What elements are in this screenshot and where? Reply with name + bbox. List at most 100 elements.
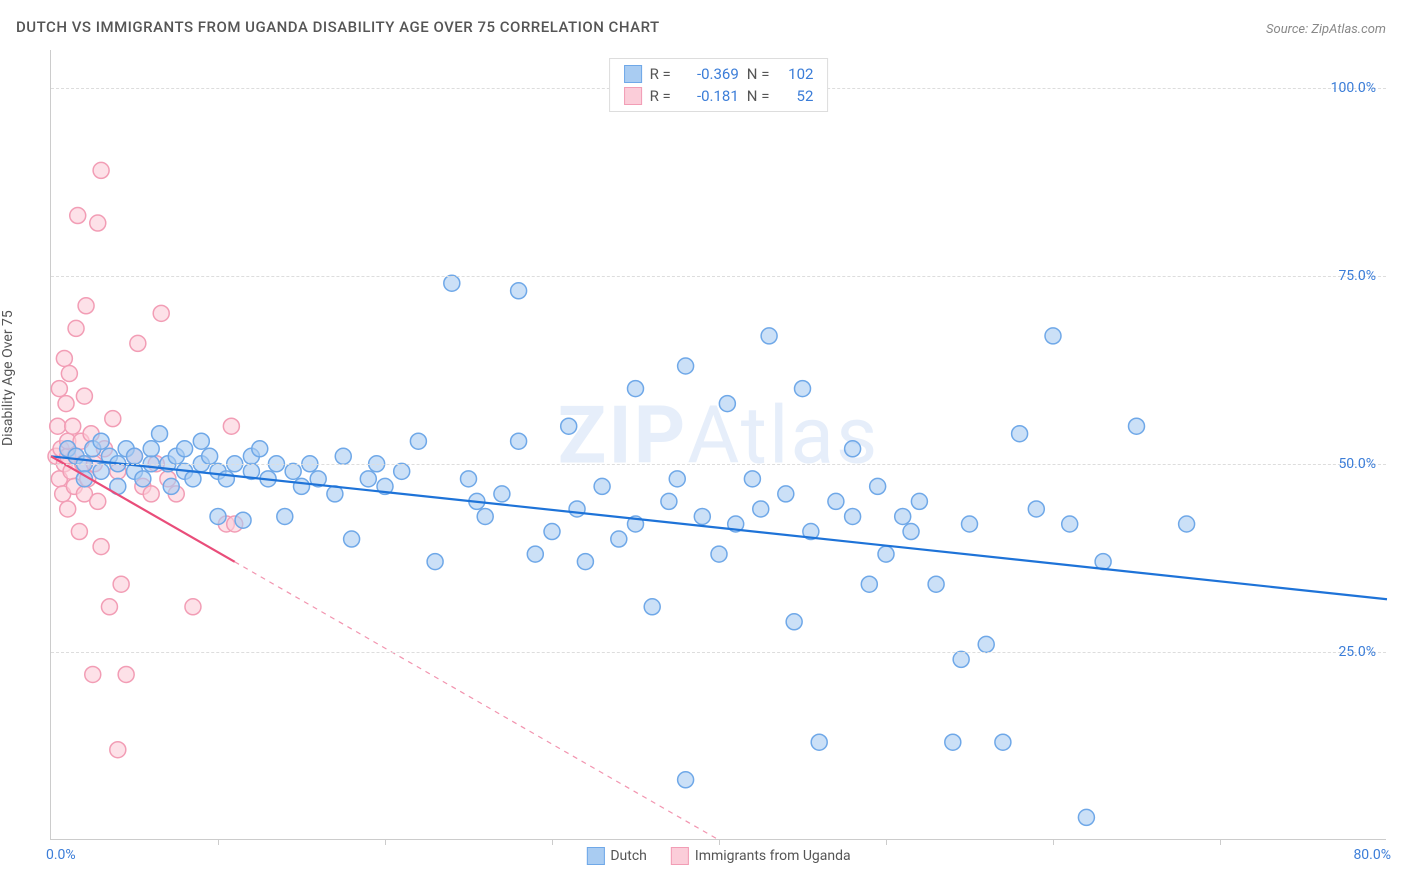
scatter-point xyxy=(511,433,527,449)
scatter-point xyxy=(223,418,239,434)
scatter-point xyxy=(177,441,193,457)
scatter-point xyxy=(185,599,201,615)
scatter-point xyxy=(110,742,126,758)
scatter-point xyxy=(71,524,87,540)
legend-label-uganda: Immigrants from Uganda xyxy=(695,848,851,864)
scatter-point xyxy=(394,463,410,479)
scatter-point xyxy=(163,478,179,494)
correlation-legend: R = -0.369 N = 102 R = -0.181 N = 52 xyxy=(609,58,829,112)
scatter-point xyxy=(90,215,106,231)
scatter-point xyxy=(93,433,109,449)
legend-row-dutch: R = -0.369 N = 102 xyxy=(624,63,814,85)
legend-label-dutch: Dutch xyxy=(610,848,647,864)
scatter-point xyxy=(153,305,169,321)
scatter-point xyxy=(928,576,944,592)
r-label: R = xyxy=(650,65,671,83)
scatter-point xyxy=(661,493,677,509)
scatter-point xyxy=(744,471,760,487)
scatter-point xyxy=(594,478,610,494)
scatter-point xyxy=(561,418,577,434)
x-tick xyxy=(385,839,386,845)
scatter-point xyxy=(68,320,84,336)
x-tick xyxy=(886,839,887,845)
scatter-point xyxy=(511,283,527,299)
scatter-point xyxy=(277,508,293,524)
scatter-point xyxy=(477,508,493,524)
scatter-point xyxy=(65,418,81,434)
scatter-point xyxy=(78,298,94,314)
scatter-point xyxy=(711,546,727,562)
scatter-point xyxy=(719,396,735,412)
swatch-dutch-bottom xyxy=(586,847,604,865)
scatter-point xyxy=(678,358,694,374)
scatter-point xyxy=(152,426,168,442)
swatch-uganda xyxy=(624,87,642,105)
scatter-point xyxy=(252,441,268,457)
scatter-point xyxy=(903,524,919,540)
scatter-point xyxy=(494,486,510,502)
scatter-point xyxy=(202,448,218,464)
scatter-point xyxy=(85,666,101,682)
scatter-point xyxy=(101,599,117,615)
scatter-point xyxy=(344,531,360,547)
scatter-point xyxy=(93,162,109,178)
x-tick xyxy=(719,839,720,845)
scatter-point xyxy=(113,576,129,592)
y-tick-label: 100.0% xyxy=(1331,80,1376,96)
grid-line xyxy=(51,276,1386,277)
n-value-dutch: 102 xyxy=(777,65,813,83)
scatter-point xyxy=(210,508,226,524)
scatter-point xyxy=(945,734,961,750)
scatter-point xyxy=(845,441,861,457)
chart-plot-area: ZIPAtlas R = -0.369 N = 102 R = -0.181 N… xyxy=(50,50,1386,840)
scatter-point xyxy=(90,493,106,509)
scatter-point xyxy=(911,493,927,509)
scatter-point xyxy=(118,666,134,682)
scatter-point xyxy=(70,208,86,224)
scatter-point xyxy=(678,772,694,788)
scatter-point xyxy=(193,433,209,449)
x-tick xyxy=(552,839,553,845)
scatter-point xyxy=(56,350,72,366)
scatter-point xyxy=(1179,516,1195,532)
scatter-point xyxy=(669,471,685,487)
scatter-point xyxy=(786,614,802,630)
scatter-point xyxy=(1045,328,1061,344)
scatter-point xyxy=(1012,426,1028,442)
scatter-point xyxy=(218,471,234,487)
scatter-point xyxy=(127,448,143,464)
x-axis-max-label: 80.0% xyxy=(1353,847,1391,863)
y-axis-title: Disability Age Over 75 xyxy=(0,310,16,446)
x-axis-min-label: 0.0% xyxy=(46,847,76,863)
scatter-svg xyxy=(51,50,1386,839)
legend-row-uganda: R = -0.181 N = 52 xyxy=(624,85,814,107)
scatter-point xyxy=(878,546,894,562)
scatter-point xyxy=(235,512,251,528)
scatter-point xyxy=(61,366,77,382)
scatter-point xyxy=(58,396,74,412)
scatter-point xyxy=(76,388,92,404)
scatter-point xyxy=(778,486,794,502)
scatter-point xyxy=(185,471,201,487)
scatter-point xyxy=(335,448,351,464)
x-tick xyxy=(218,839,219,845)
source-label: Source: ZipAtlas.com xyxy=(1266,22,1386,37)
scatter-point xyxy=(51,381,67,397)
scatter-point xyxy=(50,418,66,434)
scatter-point xyxy=(444,275,460,291)
scatter-point xyxy=(1129,418,1145,434)
legend-item-dutch: Dutch xyxy=(586,847,647,865)
scatter-point xyxy=(962,516,978,532)
scatter-point xyxy=(410,433,426,449)
series-legend: Dutch Immigrants from Uganda xyxy=(586,847,850,865)
scatter-point xyxy=(93,463,109,479)
scatter-point xyxy=(544,524,560,540)
scatter-point xyxy=(1078,809,1094,825)
chart-title: DUTCH VS IMMIGRANTS FROM UGANDA DISABILI… xyxy=(16,18,660,36)
scatter-point xyxy=(828,493,844,509)
scatter-point xyxy=(93,539,109,555)
scatter-point xyxy=(143,486,159,502)
scatter-point xyxy=(360,471,376,487)
x-tick xyxy=(1220,839,1221,845)
scatter-point xyxy=(761,328,777,344)
